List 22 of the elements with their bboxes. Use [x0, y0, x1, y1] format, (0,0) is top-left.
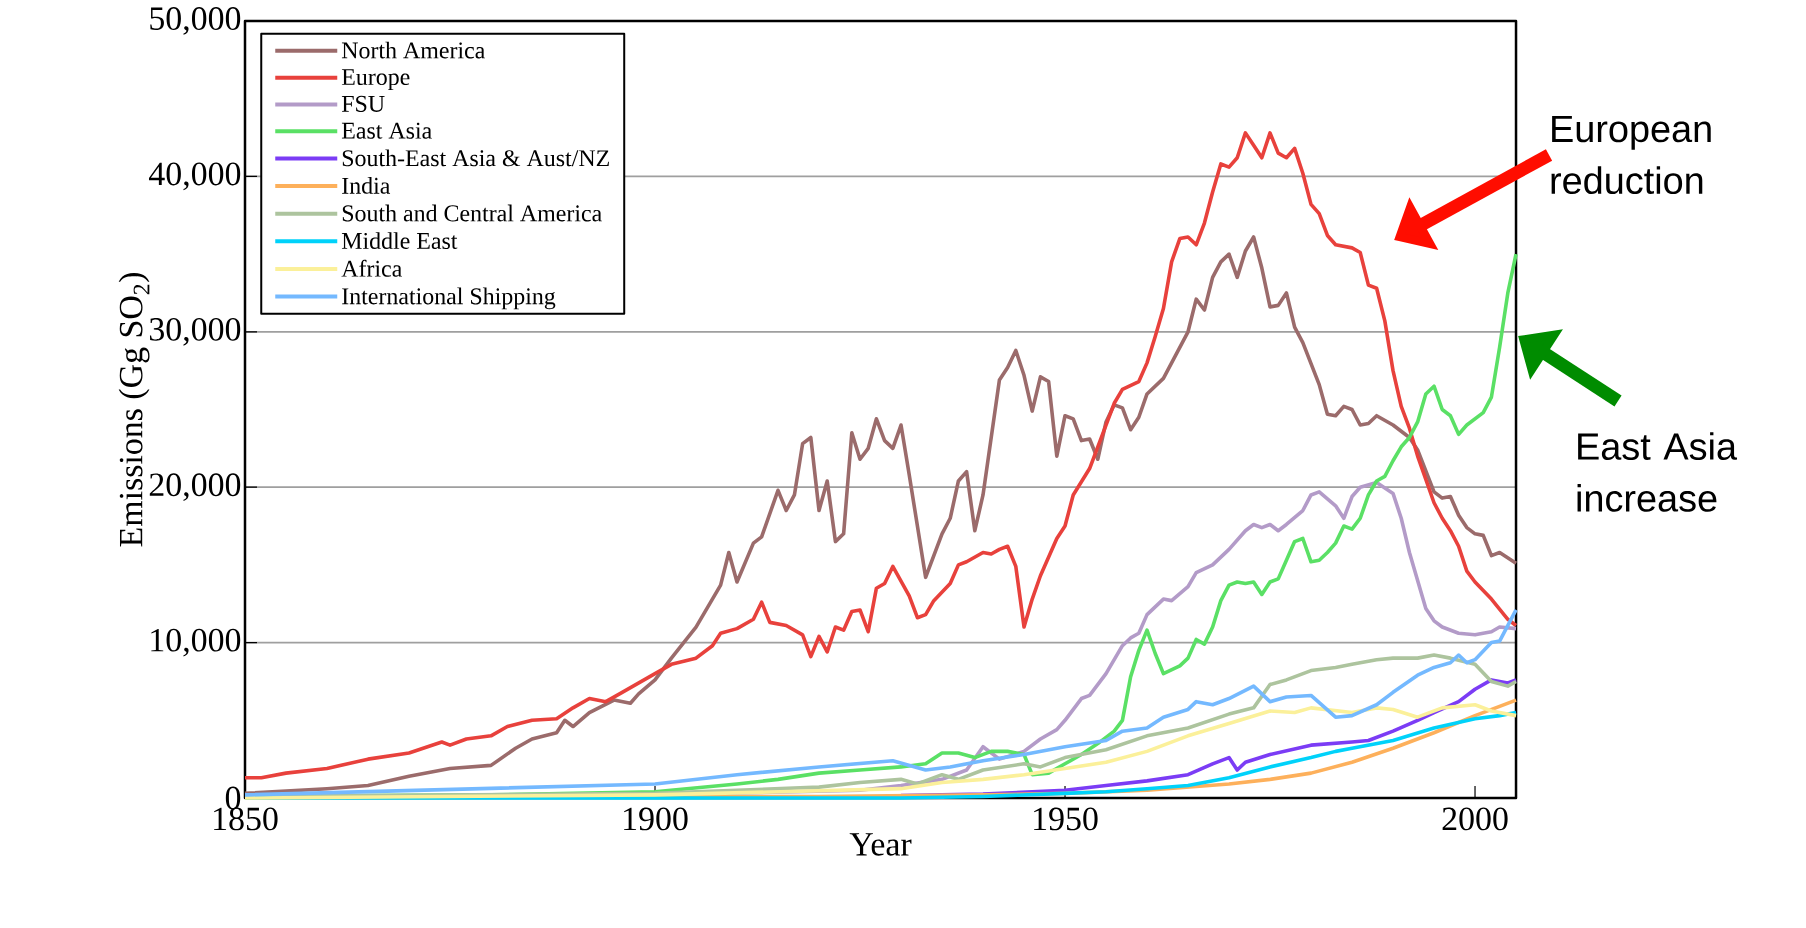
- x-tick-label: 1950: [1034, 807, 1098, 831]
- legend-label: Europe: [341, 69, 410, 90]
- y-tick-label: 30,000: [149, 317, 241, 346]
- text: European reduction: [1551, 115, 1711, 195]
- x-tick-label: 1900: [624, 807, 688, 831]
- y-tick-label: 50,000: [150, 7, 241, 35]
- legend-label: South-East Asia & Aust/NZ: [342, 149, 609, 167]
- legend-label: North America: [341, 41, 485, 59]
- text: East Asia increase: [1577, 432, 1738, 512]
- legend-label: Africa: [341, 259, 402, 277]
- y-axis-title: Emissions (Gg SO$_{2}$): [118, 273, 150, 547]
- x-tick-label: 2000: [1442, 807, 1508, 831]
- legend-label: India: [342, 177, 391, 194]
- y-tick-label: 40,000: [148, 162, 241, 191]
- legend-label: International Shipping: [342, 287, 556, 310]
- y-tick-label: 10,000: [151, 628, 241, 657]
- legend-label: East Asia: [341, 122, 432, 139]
- legend-label: Middle East: [341, 232, 458, 249]
- legend-label: FSU: [341, 95, 385, 112]
- y-tick-label: 20,000: [149, 473, 241, 502]
- legend-label: South and Central America: [342, 204, 602, 222]
- x-axis-title: Year: [849, 833, 912, 856]
